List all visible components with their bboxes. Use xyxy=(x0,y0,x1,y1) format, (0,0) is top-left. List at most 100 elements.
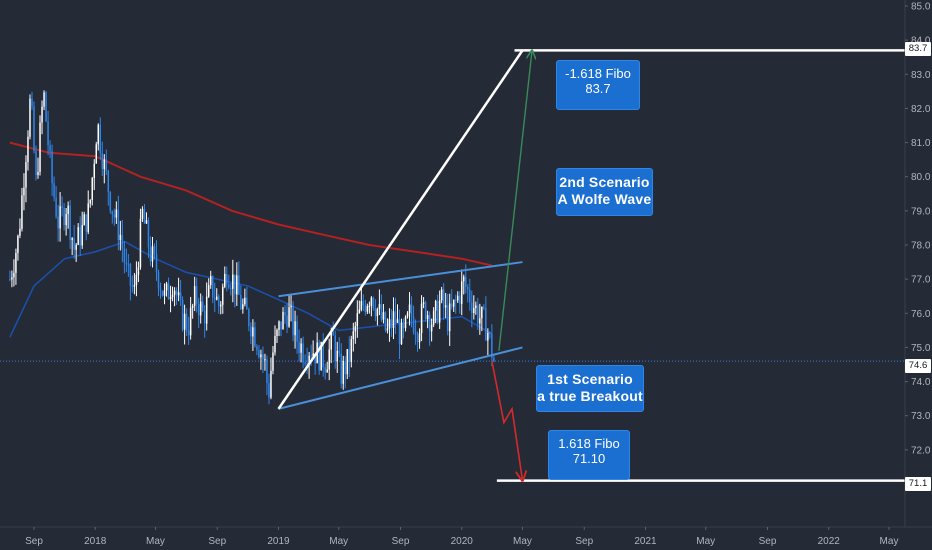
candle-body xyxy=(75,244,77,250)
candle-body xyxy=(111,210,114,215)
candle-body xyxy=(320,341,322,371)
candle-body xyxy=(149,247,152,262)
x-tick-label: May xyxy=(696,536,715,547)
candle-body xyxy=(446,305,449,332)
candle-body xyxy=(183,313,186,330)
candle-body xyxy=(424,302,427,320)
candle-body xyxy=(81,225,83,246)
candle-body xyxy=(481,306,483,319)
candle-body xyxy=(165,283,168,291)
y-tick-label: 84.0 xyxy=(911,36,931,47)
candle-body xyxy=(187,331,190,336)
candle-body xyxy=(408,304,411,314)
moving-averages xyxy=(9,141,493,338)
candle-body xyxy=(105,159,108,171)
y-tick-label: 78.0 xyxy=(911,241,931,252)
candle-body xyxy=(203,310,206,324)
candle-body xyxy=(302,343,304,363)
candle-body xyxy=(91,177,93,200)
candle-body xyxy=(326,369,328,373)
candle-body xyxy=(426,314,429,320)
candle-body xyxy=(487,332,489,341)
candle-body xyxy=(448,303,451,332)
candle-body xyxy=(348,349,351,363)
candle-body xyxy=(493,357,495,362)
candle-body xyxy=(25,162,27,188)
callout-fibo-down-value: 71.10 xyxy=(572,451,606,466)
candle-body xyxy=(436,301,439,323)
candle-body xyxy=(69,205,71,240)
trendlines xyxy=(277,50,533,480)
candle-body xyxy=(356,313,359,327)
candle-body xyxy=(358,309,361,314)
candle-body xyxy=(290,305,292,308)
candle-body xyxy=(63,207,65,226)
candle-body xyxy=(338,350,340,354)
candle-body xyxy=(270,370,272,398)
candle-body xyxy=(99,124,102,154)
candle-body xyxy=(471,302,473,314)
candle-body xyxy=(376,308,379,317)
candle-body xyxy=(67,205,69,215)
candle-body xyxy=(312,353,314,357)
candle-body xyxy=(434,301,437,311)
candle-body xyxy=(55,197,57,217)
candle-body xyxy=(141,208,144,219)
candle-body xyxy=(250,326,252,337)
price-label-last: 74.6 xyxy=(905,359,931,373)
candle-body xyxy=(334,335,336,362)
scenario2-arrow xyxy=(498,50,532,351)
x-tick-label: Sep xyxy=(25,536,43,547)
candle-body xyxy=(159,288,162,291)
candle-body xyxy=(396,319,399,323)
x-tick-label: May xyxy=(146,536,165,547)
callout-fibo-down-title: 1.618 Fibo xyxy=(558,436,620,451)
candle-body xyxy=(330,332,332,350)
candle-body xyxy=(191,305,194,308)
candle-body xyxy=(65,214,67,226)
candle-body xyxy=(238,275,240,295)
candle-body xyxy=(350,339,353,363)
candle-body xyxy=(438,300,441,323)
candle-body xyxy=(463,276,465,282)
candle-body xyxy=(254,327,256,347)
candle-body xyxy=(262,354,264,360)
callout-scenario-1-subtitle: a true Breakout xyxy=(537,388,643,404)
candle-body xyxy=(256,346,258,351)
candle-body xyxy=(27,136,29,163)
candle-body xyxy=(77,227,79,245)
candle-body xyxy=(346,349,349,375)
candle-body xyxy=(169,296,172,300)
candle-body xyxy=(220,304,222,307)
candle-body xyxy=(477,305,479,324)
callout-scenario-1: 1st Scenario a true Breakout xyxy=(536,365,644,412)
y-tick-label: 76.0 xyxy=(911,309,931,320)
candle-body xyxy=(236,275,238,295)
candle-body xyxy=(362,301,365,306)
candle-body xyxy=(452,299,455,307)
candle-body xyxy=(29,98,31,137)
candle-body xyxy=(147,220,150,248)
candle-body xyxy=(260,354,262,358)
candle-body xyxy=(161,290,164,296)
candle-body xyxy=(228,284,230,288)
candle-body xyxy=(465,276,467,287)
candle-body xyxy=(456,295,459,301)
candle-body xyxy=(207,285,210,297)
callout-scenario-2: 2nd Scenario A Wolfe Wave xyxy=(556,168,653,216)
y-tick-label: 75.0 xyxy=(911,343,931,354)
candle-body xyxy=(489,332,491,334)
candle-body xyxy=(230,287,232,289)
y-tick-label: 80.0 xyxy=(911,172,931,183)
candle-body xyxy=(364,305,367,312)
candle-body xyxy=(209,276,212,286)
candle-body xyxy=(37,171,39,176)
candle-body xyxy=(264,359,266,361)
candle-body xyxy=(49,145,51,152)
candle-body xyxy=(211,276,214,298)
candle-body xyxy=(306,362,308,365)
candle-body xyxy=(79,227,81,246)
y-tick-label: 85.0 xyxy=(911,2,931,13)
candle-body xyxy=(366,306,369,312)
candle-body xyxy=(458,295,461,304)
